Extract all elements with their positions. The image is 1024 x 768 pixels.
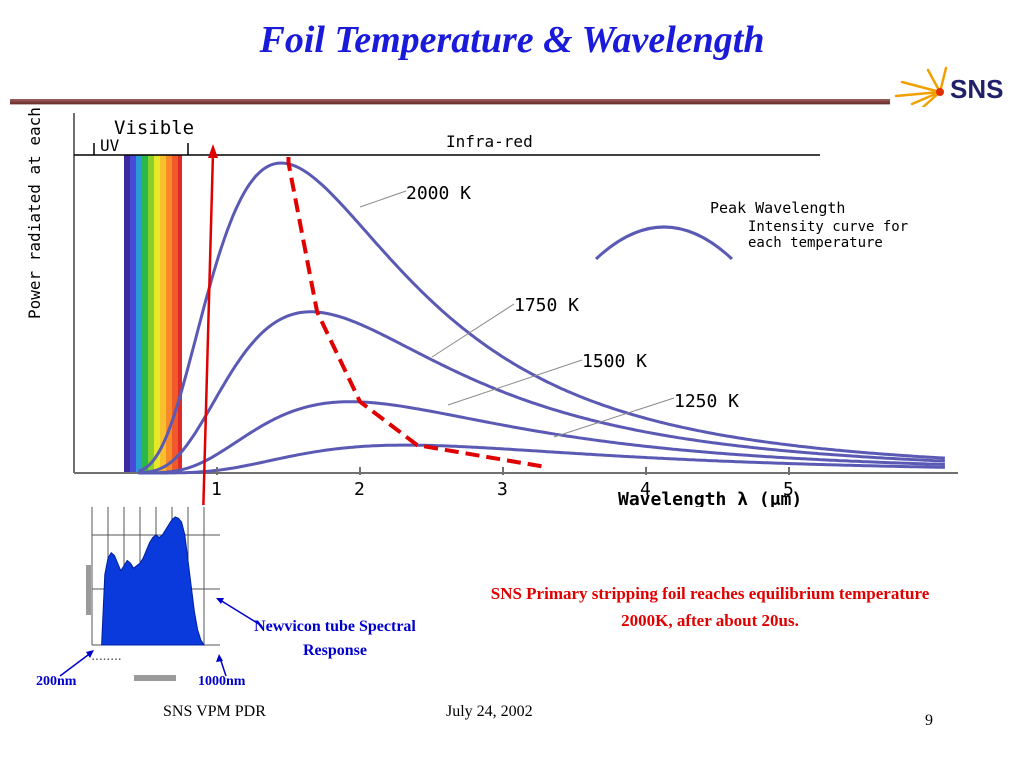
legend-curve-label: Intensity curve for each temperature (748, 219, 909, 251)
sns-logo: SNS (888, 62, 1018, 112)
intensity-curve-1500k (138, 400, 945, 475)
intensity-curve-1250k (138, 443, 945, 475)
label-200nm: 200nm (36, 674, 77, 689)
footer-title: SNS VPM PDR (163, 703, 266, 720)
tube-pointers (59, 598, 263, 677)
y-axis-label: Power radiated at each wavelength (25, 107, 44, 319)
chart-axes (73, 113, 958, 474)
legend-peak-label: Peak Wavelength (710, 199, 845, 217)
series-label-1750k: 1750 K (514, 295, 579, 316)
series-label-2000k: 2000 K (406, 183, 471, 204)
equilibrium-note: SNS Primary stripping foil reaches equil… (490, 584, 930, 630)
legend-curve-sample (594, 225, 734, 261)
series-label-1500k: 1500 K (582, 351, 647, 372)
newvicon-spectral-chart: ▪ ▪ ▪ ▪ ▪ ▪ ▪ ▪ (84, 505, 224, 687)
x-tick-label: 1 (211, 479, 222, 500)
x-tick-label: 3 (497, 479, 508, 500)
header-divider (10, 99, 890, 104)
slide-title: Foil Temperature & Wavelength (259, 19, 765, 61)
page-number: 9 (925, 712, 933, 729)
visible-region-label: Visible (114, 117, 194, 139)
footer-date: July 24, 2002 (446, 703, 533, 720)
sns-burst-icon (894, 66, 948, 110)
visible-spectrum-band (124, 155, 182, 473)
tube-x-tick: ▪ ▪ ▪ ▪ ▪ ▪ ▪ ▪ (92, 657, 121, 663)
logo-text: SNS (950, 74, 1004, 104)
series-label-1250k: 1250 K (674, 391, 739, 412)
x-tick-label: 4 (640, 479, 651, 500)
intensity-curve-1750k (138, 310, 946, 475)
intensity-curve-2000k (137, 161, 946, 473)
newvicon-label: Newvicon tube Spectral Response (254, 618, 416, 659)
x-tick-label: 5 (783, 479, 794, 500)
x-tick-label: 2 (354, 479, 365, 500)
x-axis-label: Wavelength λ (μm) (618, 489, 802, 507)
label-1000nm: 1000nm (198, 674, 246, 689)
spectral-response-area (101, 516, 205, 646)
blackbody-chart: 1 2 3 4 5 UV Visible Infra-red Wavelength λ … (14, 107, 992, 507)
tube-x-axis-caption (134, 675, 176, 681)
header-divider-shadow (10, 104, 890, 105)
infrared-region-label: Infra-red (446, 132, 533, 151)
peak-wavelength-line (286, 157, 547, 469)
uv-region-label: UV (100, 136, 120, 155)
tube-y-axis-caption (86, 565, 91, 615)
